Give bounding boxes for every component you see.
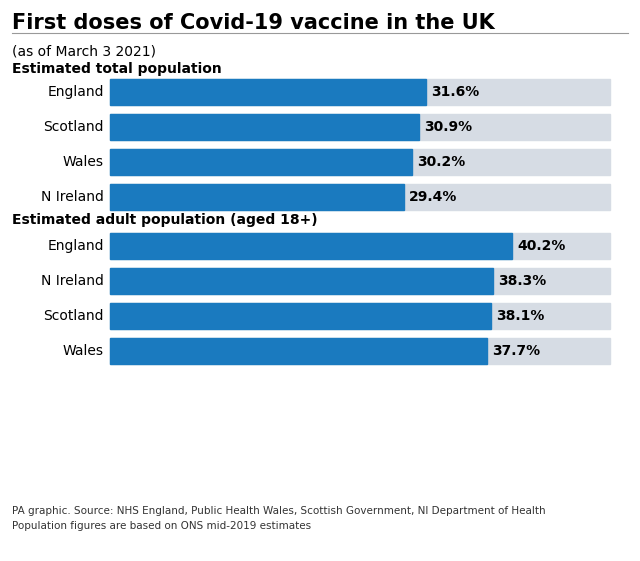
Text: Estimated adult population (aged 18+): Estimated adult population (aged 18+) [12,213,317,227]
Text: PA graphic. Source: NHS England, Public Health Wales, Scottish Government, NI De: PA graphic. Source: NHS England, Public … [12,506,546,531]
Bar [110,338,610,364]
Text: Wales: Wales [63,155,104,169]
Text: Scotland: Scotland [44,309,104,323]
Bar [110,303,610,329]
Bar [110,114,610,140]
Text: N Ireland: N Ireland [41,190,104,204]
Bar [110,79,610,105]
Text: 37.7%: 37.7% [492,344,540,358]
Text: First doses of Covid-19 vaccine in the UK: First doses of Covid-19 vaccine in the U… [12,13,495,33]
Bar [110,303,491,329]
Text: Scotland: Scotland [44,120,104,134]
Text: 30.2%: 30.2% [417,155,465,169]
Bar [110,338,487,364]
Text: England: England [47,85,104,99]
Text: 40.2%: 40.2% [517,239,565,253]
Text: (as of March 3 2021): (as of March 3 2021) [12,44,156,58]
Bar [110,149,610,175]
Bar [110,184,404,210]
Bar [110,268,610,294]
Bar [110,184,610,210]
Bar [110,233,512,259]
Bar [110,79,426,105]
Text: Estimated total population: Estimated total population [12,62,221,76]
Bar [110,114,419,140]
Text: 31.6%: 31.6% [431,85,479,99]
Text: 38.1%: 38.1% [496,309,545,323]
Text: 38.3%: 38.3% [498,274,547,288]
Text: 30.9%: 30.9% [424,120,472,134]
Text: N Ireland: N Ireland [41,274,104,288]
Text: Wales: Wales [63,344,104,358]
Text: England: England [47,239,104,253]
Bar [110,268,493,294]
Text: 29.4%: 29.4% [409,190,458,204]
Bar [110,149,412,175]
Bar [110,233,610,259]
